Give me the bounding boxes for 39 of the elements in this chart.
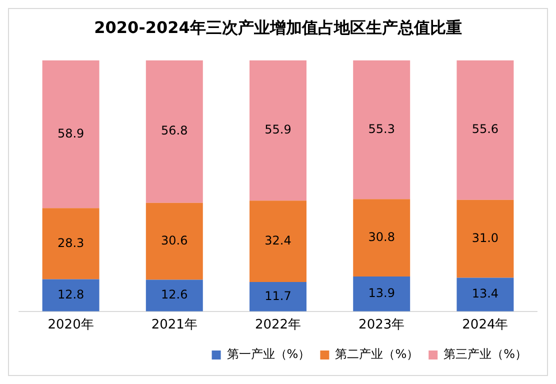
x-tick-label: 2022年 <box>254 318 302 333</box>
chart-title: 2020-2024年三次产业增加值占地区生产总值比重 <box>94 18 462 37</box>
bar <box>456 278 514 312</box>
data-label: 13.4 <box>472 286 499 301</box>
bar <box>250 200 306 282</box>
bar <box>42 279 100 312</box>
data-label: 13.9 <box>368 286 395 300</box>
data-label: 58.9 <box>57 126 84 140</box>
data-label: 56.8 <box>161 124 188 138</box>
bar <box>146 280 203 312</box>
x-tick-label: 2021年 <box>151 318 198 333</box>
data-label: 28.3 <box>57 236 84 250</box>
data-label: 30.6 <box>161 233 188 248</box>
bar <box>353 276 410 312</box>
bar <box>250 60 306 201</box>
bar <box>353 60 410 200</box>
legend-label: 第二产业（%） <box>335 347 419 362</box>
x-tick-label: 2023年 <box>358 318 405 333</box>
bar <box>42 208 100 280</box>
x-tick-label: 2024年 <box>462 318 508 333</box>
bar <box>456 60 514 200</box>
x-tick-label: 2020年 <box>48 318 94 333</box>
bar <box>146 60 203 203</box>
data-label: 55.6 <box>472 122 499 136</box>
data-label: 30.8 <box>368 230 395 244</box>
bar <box>353 199 410 276</box>
bar <box>42 60 100 208</box>
bar <box>250 282 306 312</box>
bar <box>456 200 514 278</box>
legend-label: 第三产业（%） <box>444 347 528 362</box>
data-label: 12.8 <box>57 287 84 302</box>
legend-label: 第一产业（%） <box>226 347 310 362</box>
data-label: 55.3 <box>368 122 395 136</box>
data-label: 11.7 <box>264 288 292 303</box>
data-label: 12.6 <box>161 288 188 302</box>
data-label: 31.0 <box>472 230 499 245</box>
data-label: 55.9 <box>264 122 292 137</box>
bar <box>146 202 203 280</box>
data-label: 32.4 <box>264 233 292 248</box>
